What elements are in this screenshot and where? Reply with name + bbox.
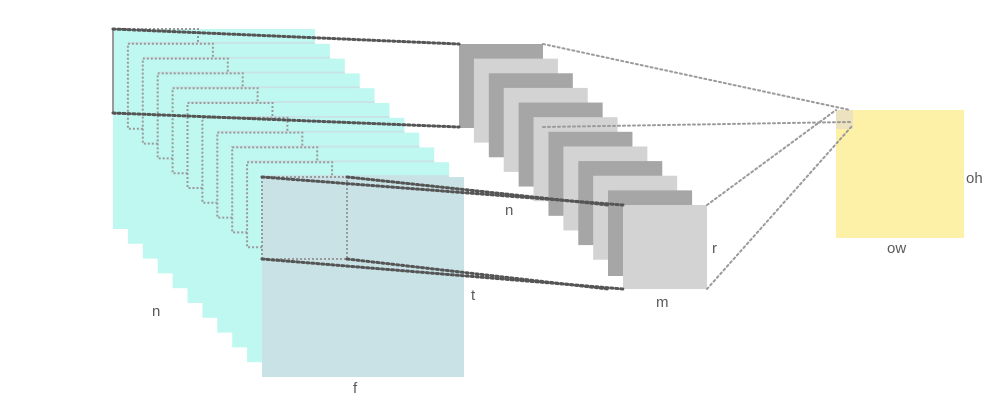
output-pixel — [836, 110, 853, 129]
kernel-face — [623, 205, 707, 289]
input-receptive-window — [112, 29, 348, 260]
projection-line — [706, 109, 837, 206]
output-width-label: ow — [887, 240, 906, 257]
projection-line — [345, 257, 610, 291]
projection-line — [111, 111, 461, 129]
filter-stack — [459, 44, 707, 289]
input-front-face — [262, 177, 464, 377]
output-height-label: oh — [966, 170, 983, 187]
kernel-height-label: r — [712, 240, 717, 257]
projection-line — [542, 43, 851, 111]
input-width-label: f — [353, 380, 358, 397]
projection-line — [345, 175, 610, 207]
projection-line — [706, 125, 853, 290]
input-depth-label: n — [152, 303, 160, 320]
filter-count-label: n — [505, 202, 513, 219]
projection-line — [111, 27, 461, 46]
kernel-width-label: m — [656, 294, 669, 311]
input-volume — [112, 28, 464, 377]
input-height-label: t — [471, 287, 476, 304]
kernel-side — [608, 192, 623, 276]
projection-line — [542, 121, 851, 128]
output-map-rect — [836, 110, 964, 238]
projection-lines — [111, 27, 853, 291]
output-feature-map — [836, 110, 964, 238]
receptive-window — [261, 176, 348, 260]
